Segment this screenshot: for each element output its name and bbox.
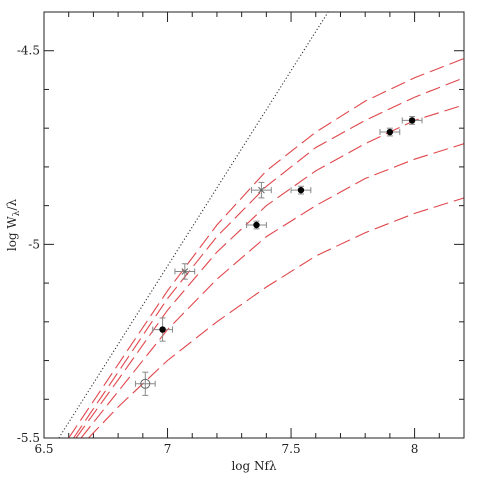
curve-of-growth-4 xyxy=(80,143,464,438)
curve-of-growth-2 xyxy=(73,77,464,438)
point-marker-filled xyxy=(408,117,416,124)
y-axis-title: log Wλ/λ xyxy=(5,198,22,251)
x-tick-label: 8 xyxy=(411,442,419,456)
point-marker-filled xyxy=(253,221,260,229)
x-tick-label: 7.5 xyxy=(282,442,301,456)
x-axis-title: log Nfλ xyxy=(231,459,277,473)
curve-of-growth-3 xyxy=(75,104,464,438)
y-tick-label: -5.5 xyxy=(17,431,40,445)
y-tick-label: -5 xyxy=(28,237,40,251)
y-tick-label: -4.5 xyxy=(17,44,40,58)
data-point xyxy=(174,263,196,280)
point-marker-filled xyxy=(297,186,305,194)
y-axis-title-main: log W xyxy=(5,216,19,252)
data-point xyxy=(152,317,173,342)
point-marker-cross xyxy=(181,268,189,275)
x-tick-label: 7 xyxy=(164,442,172,456)
data-point xyxy=(290,185,312,195)
labels-layer: 6.5 7 7.5 8 -5.5 -5 -4.5 xyxy=(17,44,419,456)
point-marker-filled xyxy=(386,128,394,136)
data-point xyxy=(379,127,401,137)
data-point xyxy=(134,371,156,396)
points-layer xyxy=(134,116,423,396)
point-marker-open xyxy=(140,378,151,389)
plot-frame xyxy=(43,11,465,439)
x-tick-label: 6.5 xyxy=(34,442,53,456)
curves-layer xyxy=(58,12,464,438)
linear-relation-line xyxy=(58,12,329,438)
point-marker-cross xyxy=(258,186,265,194)
y-axis-title-tail: /λ xyxy=(5,198,19,210)
data-point xyxy=(246,220,267,230)
data-point xyxy=(401,116,423,125)
curve-of-growth-1 xyxy=(68,57,464,438)
point-marker-filled xyxy=(159,326,166,333)
y-axis-title-subscript: λ xyxy=(12,210,22,216)
data-point xyxy=(251,181,272,199)
curve-of-growth-5 xyxy=(88,197,464,438)
